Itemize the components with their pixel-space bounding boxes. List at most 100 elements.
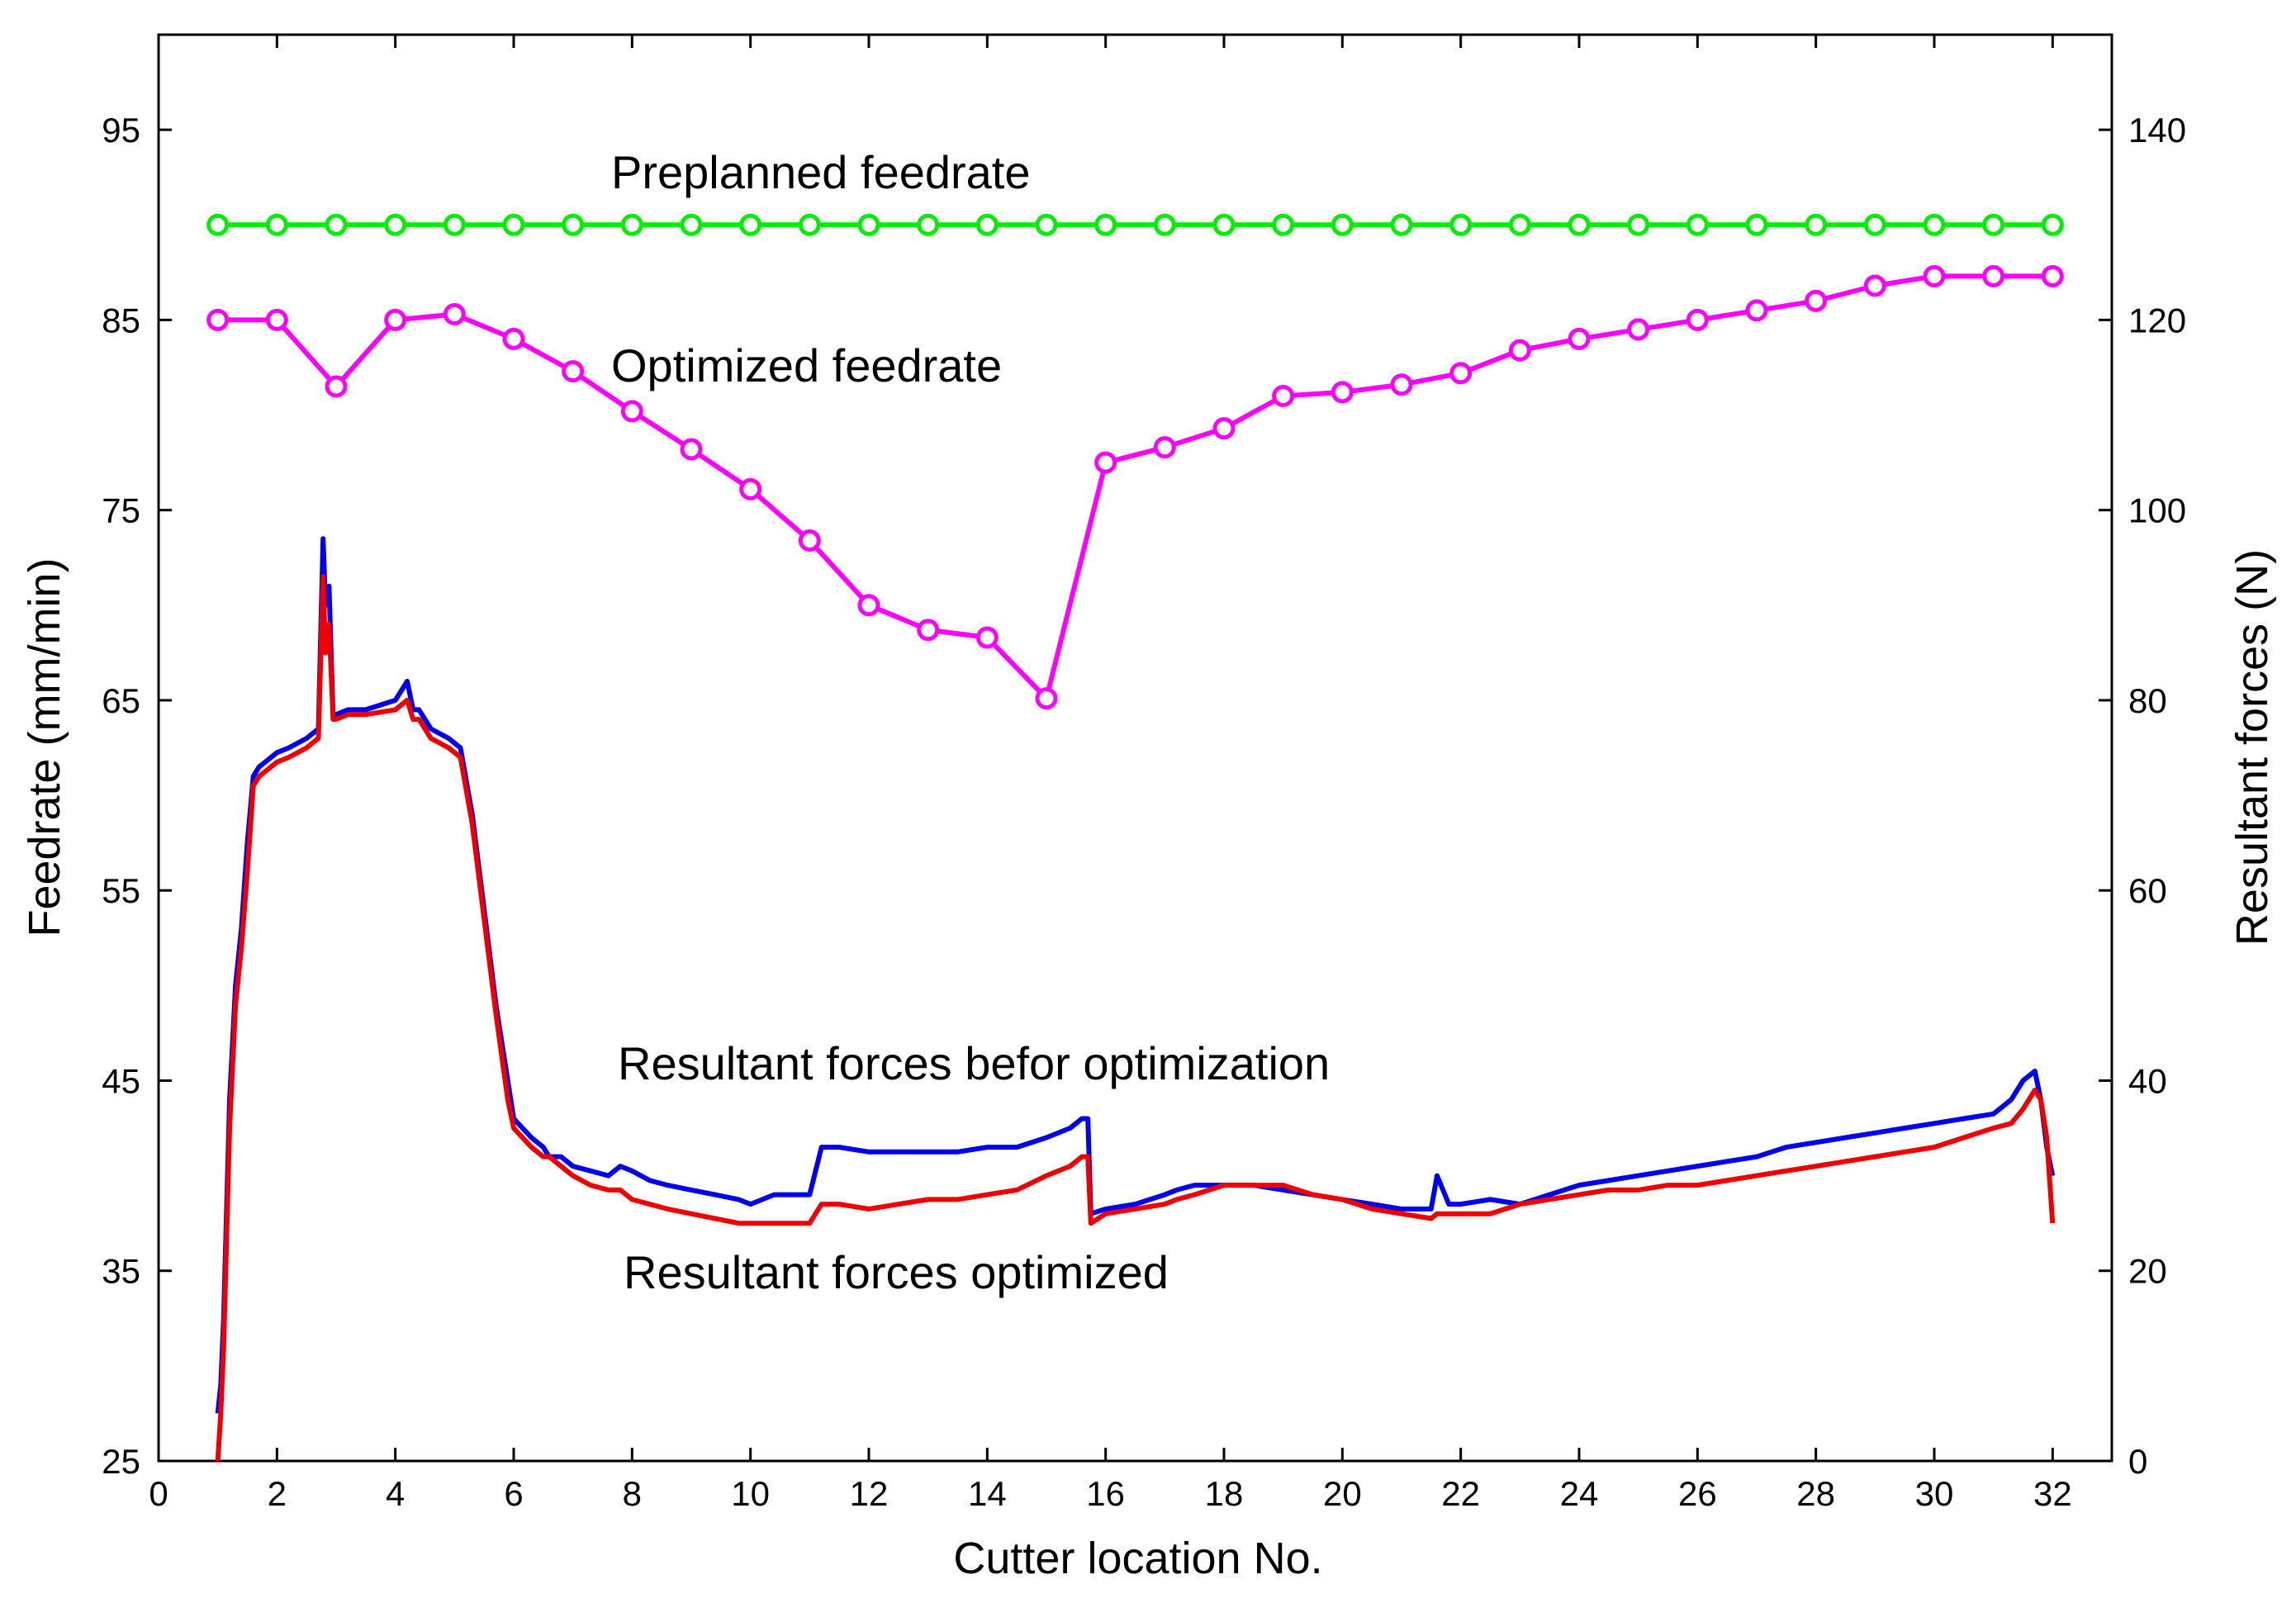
annotation-optimized-feedrate: Optimized feedrate	[611, 339, 1002, 391]
data-point-optimized-feedrate	[1686, 308, 1709, 331]
annotation-layer: Preplanned feedrate Optimized feedrate R…	[611, 146, 1330, 1298]
y-left-tick-label: 25	[102, 1442, 140, 1481]
x-tick-label: 16	[1086, 1474, 1125, 1513]
y-right-tick-label: 100	[2128, 491, 2186, 530]
data-point-preplanned-feedrate	[798, 213, 821, 236]
data-point-preplanned-feedrate	[1982, 213, 2005, 236]
data-point-optimized-feedrate	[1863, 274, 1886, 297]
data-point-optimized-feedrate	[857, 594, 880, 617]
data-point-optimized-feedrate	[1212, 417, 1236, 440]
data-point-preplanned-feedrate	[1805, 213, 1828, 236]
data-point-optimized-feedrate	[1508, 339, 1531, 362]
x-tick-label: 8	[623, 1474, 642, 1513]
data-point-preplanned-feedrate	[265, 213, 288, 236]
y-left-tick-label: 85	[102, 301, 140, 339]
y-right-tick-label: 20	[2128, 1252, 2167, 1291]
data-point-preplanned-feedrate	[1272, 213, 1295, 236]
data-point-preplanned-feedrate	[680, 213, 703, 236]
data-point-optimized-feedrate	[1153, 436, 1176, 459]
annotation-forces-before: Resultant forces befor optimization	[618, 1037, 1330, 1089]
x-tick-label: 4	[386, 1474, 405, 1513]
data-point-optimized-feedrate	[1982, 264, 2005, 287]
data-point-preplanned-feedrate	[206, 213, 230, 236]
data-point-optimized-feedrate	[620, 400, 643, 423]
x-tick-label: 26	[1678, 1474, 1717, 1513]
data-point-optimized-feedrate	[1035, 687, 1058, 710]
data-point-preplanned-feedrate	[1331, 213, 1354, 236]
y-left-tick-label: 95	[102, 111, 140, 149]
data-point-preplanned-feedrate	[857, 213, 880, 236]
data-point-preplanned-feedrate	[1390, 213, 1413, 236]
data-point-optimized-feedrate	[265, 308, 288, 331]
data-point-optimized-feedrate	[917, 619, 940, 642]
y-right-tick-label: 60	[2128, 871, 2167, 910]
x-tick-label: 14	[968, 1474, 1007, 1513]
data-point-optimized-feedrate	[680, 438, 703, 461]
y-left-tick-label: 55	[102, 871, 140, 910]
data-point-optimized-feedrate	[1745, 299, 1768, 322]
y-left-tick-label: 75	[102, 491, 140, 530]
data-point-preplanned-feedrate	[443, 213, 466, 236]
series-line-resultant-forces-optimized	[215, 574, 2056, 1462]
y-left-tick-label: 65	[102, 681, 140, 720]
x-tick-label: 30	[1915, 1474, 1954, 1513]
data-point-preplanned-feedrate	[1745, 213, 1768, 236]
data-point-preplanned-feedrate	[917, 213, 940, 236]
data-point-preplanned-feedrate	[975, 213, 999, 236]
data-point-preplanned-feedrate	[1508, 213, 1531, 236]
x-tick-label: 24	[1560, 1474, 1599, 1513]
data-point-optimized-feedrate	[798, 529, 821, 553]
x-tick-label: 28	[1796, 1474, 1835, 1513]
data-point-preplanned-feedrate	[1863, 213, 1886, 236]
data-point-preplanned-feedrate	[502, 213, 525, 236]
data-point-preplanned-feedrate	[620, 213, 643, 236]
y-axis-right-label: Resultant forces (N)	[2227, 549, 2277, 946]
ticks-layer: 0 2 4 6 8 10 12 14 16 18 20 22 24 26 28 30 3225354555657…	[102, 35, 2186, 1513]
data-point-optimized-feedrate	[1272, 385, 1295, 408]
data-point-optimized-feedrate	[206, 308, 230, 331]
y-right-tick-label: 80	[2128, 681, 2167, 720]
x-tick-label: 18	[1205, 1474, 1244, 1513]
data-point-optimized-feedrate	[384, 308, 407, 331]
data-point-optimized-feedrate	[1923, 264, 1946, 287]
x-axis-label: Cutter location No.	[953, 1534, 1322, 1583]
data-point-optimized-feedrate	[1449, 362, 1473, 385]
data-point-optimized-feedrate	[1331, 381, 1354, 404]
data-point-preplanned-feedrate	[1627, 213, 1650, 236]
x-tick-label: 10	[731, 1474, 770, 1513]
plot-frame	[157, 33, 2113, 1463]
data-point-optimized-feedrate	[1390, 373, 1413, 396]
data-point-preplanned-feedrate	[562, 213, 585, 236]
data-point-preplanned-feedrate	[325, 213, 348, 236]
data-point-preplanned-feedrate	[384, 213, 407, 236]
data-point-preplanned-feedrate	[1449, 213, 1473, 236]
x-tick-label: 32	[2033, 1474, 2072, 1513]
data-point-optimized-feedrate	[1568, 327, 1591, 350]
y-right-tick-label: 40	[2128, 1061, 2167, 1100]
x-tick-label: 0	[149, 1474, 168, 1513]
data-point-preplanned-feedrate	[1568, 213, 1591, 236]
x-tick-label: 20	[1323, 1474, 1362, 1513]
data-point-optimized-feedrate	[325, 375, 348, 398]
x-tick-label: 12	[850, 1474, 889, 1513]
data-point-optimized-feedrate	[2041, 264, 2064, 287]
y-right-tick-label: 140	[2128, 111, 2186, 149]
data-point-preplanned-feedrate	[1686, 213, 1709, 236]
y-axis-left-label: Feedrate (mm/min)	[20, 557, 69, 937]
y-left-tick-label: 35	[102, 1252, 140, 1291]
data-point-optimized-feedrate	[1094, 451, 1117, 474]
data-point-preplanned-feedrate	[1094, 213, 1117, 236]
annotation-preplanned-feedrate: Preplanned feedrate	[611, 146, 1031, 198]
x-tick-label: 22	[1441, 1474, 1480, 1513]
y-right-tick-label: 120	[2128, 301, 2186, 339]
data-point-preplanned-feedrate	[739, 213, 762, 236]
y-right-tick-label: 0	[2128, 1442, 2147, 1481]
y-left-tick-label: 45	[102, 1061, 140, 1100]
data-point-optimized-feedrate	[502, 327, 525, 350]
data-point-preplanned-feedrate	[1923, 213, 1946, 236]
data-point-preplanned-feedrate	[1153, 213, 1176, 236]
data-point-optimized-feedrate	[562, 360, 585, 383]
data-point-preplanned-feedrate	[1035, 213, 1058, 236]
